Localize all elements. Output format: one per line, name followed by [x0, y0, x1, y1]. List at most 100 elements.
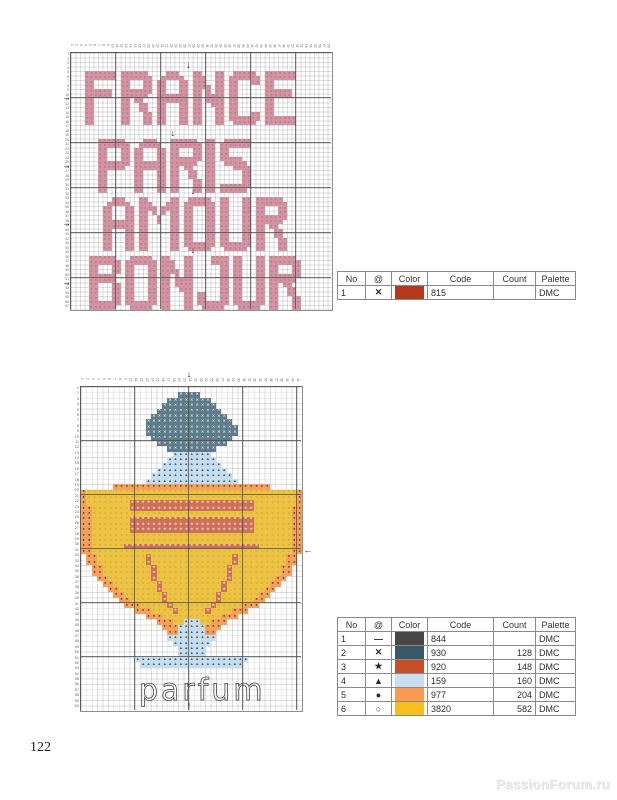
column-number: 43 [259, 44, 264, 48]
stitch-cell: ✕ [291, 75, 296, 80]
stitch-cell: ✕ [152, 300, 157, 305]
stitch-cell: ✕ [287, 93, 292, 98]
color-swatch [391, 631, 428, 646]
row-number: 35 [65, 205, 69, 209]
stitch-symbol: ▲ [365, 673, 392, 688]
column-number: 13 [124, 44, 129, 48]
legend-row: 4 ▲ 159 160 DMC [337, 673, 576, 688]
watermark: PassionForum.ru [495, 777, 610, 792]
stitch-count [493, 631, 536, 646]
stitch-cell: ✕ [125, 161, 130, 166]
thread-code: 3820 [427, 701, 494, 716]
row-number: 13 [65, 106, 69, 110]
legend-header: @ [365, 271, 392, 286]
stitch-cell: ✕ [221, 441, 227, 447]
stitch-cell: ✕ [246, 183, 251, 188]
column-number: 33 [214, 44, 219, 48]
row-number: 2 [67, 56, 69, 61]
column-number: 29 [196, 44, 201, 48]
row-number: 7 [67, 79, 69, 83]
stitch-count: 582 [493, 701, 536, 716]
stitch-cell: ✕ [143, 246, 148, 251]
stitch-cell: ● [270, 586, 276, 593]
stitch-cell: ✕ [102, 188, 107, 193]
row-number: 24 [65, 155, 69, 160]
row-number: 60 [74, 704, 79, 709]
column-ruler: 1 2 3 4 5 6 7 8 9 10 11 12 13 14 15 16 17 18 19 20 21 22 23 24 2… [80, 378, 301, 386]
row-number: 42 [65, 236, 69, 241]
row-number: 28 [65, 173, 69, 178]
column-number: 17 [142, 44, 147, 48]
stitch-cell: ✕ [296, 305, 301, 310]
stitch-cell: ✕ [291, 278, 296, 283]
stitch-cell: ▲ [237, 662, 243, 668]
stitch-cell: ● [280, 576, 287, 582]
palette-name: DMC [535, 701, 576, 716]
stitch-cell: ✕ [188, 305, 193, 310]
stitch-cell: ✕ [210, 242, 215, 247]
row-number: 12 [65, 101, 69, 106]
row-number: 20 [65, 137, 69, 142]
row-number: 50 [65, 272, 69, 277]
column-number: 10 [110, 44, 115, 48]
backstitch-parfum-text: parfum [139, 673, 263, 708]
column-number: 56 [317, 44, 322, 48]
row-number: 5 [67, 70, 69, 74]
thread-number: 3 [337, 659, 366, 674]
color-swatch-fill [395, 632, 424, 645]
center-marker-arrow: → [62, 218, 71, 228]
stitch-grid: ✕ ✕ ✕ ✕ ✕ ✕ ✕ ✕ ✕ ✕ ✕ ✕ ✕ ✕ ✕ ✕ ✕ ✕ ✕ ✕ ✕ ✕ ✕ ✕ ✕ ✕ ✕ ✕ ✕ ✕ ✕ ✕ ✕ ✕ ✕ ✕ ✕ ✕ ✕ ✕… [70, 52, 333, 311]
column-number: 34 [218, 44, 223, 48]
stitch-cell: ✕ [89, 120, 94, 125]
column-number: 30 [200, 44, 205, 48]
stitch-cell: ▲ [205, 640, 211, 647]
palette-name: DMC [535, 659, 576, 674]
column-number: 28 [191, 44, 196, 48]
row-number: 27 [65, 169, 69, 173]
palette-name: DMC [535, 645, 576, 660]
center-marker-arrow: ↑ [186, 700, 192, 710]
legend-row: 1— 844 DMC [337, 631, 576, 646]
stitch-cell: ✕ [246, 242, 251, 247]
word-sampler-chart: 1 2 3 4 5 6 7 8 9 10 11 12 13 14 15 16 17 18 19 20 21 22 23 24 2… [62, 44, 352, 324]
column-number: 7 [97, 44, 102, 46]
column-number: 54 [308, 44, 313, 48]
stitch-symbol: ★ [365, 659, 392, 674]
stitch-symbol: ✕ [365, 285, 392, 300]
column-number: 8 [101, 44, 106, 46]
column-number: 38 [236, 44, 241, 48]
column-number: 44 [263, 44, 268, 48]
stitch-cell: ✕ [206, 246, 211, 251]
row-number: 31 [65, 187, 69, 191]
stitch-cell: ✕ [138, 188, 143, 193]
color-swatch-fill [395, 286, 424, 299]
stitch-cell: ✕ [251, 120, 256, 125]
stitch-cell: ✕ [147, 305, 152, 310]
stitch-cell: ✕ [107, 246, 112, 251]
legend-header: Count [493, 617, 536, 632]
column-number: 48 [281, 44, 286, 48]
stitch-cell: ✕ [165, 305, 170, 310]
column-number: 19 [151, 44, 156, 48]
row-number: 29 [65, 178, 69, 182]
row-number: 45 [65, 250, 69, 254]
column-number: 23 [169, 44, 174, 48]
legend-header: Code [427, 617, 494, 632]
row-number: 53 [65, 286, 69, 290]
legend-header: Palette [535, 617, 576, 632]
row-number: 54 [65, 290, 69, 295]
row-number: 9 [67, 88, 69, 92]
column-number: 20 [155, 44, 160, 48]
thread-code: 815 [427, 285, 494, 300]
legend-header: No [337, 271, 366, 286]
stitch-cell: ● [243, 608, 249, 614]
column-number: 55 [313, 44, 318, 48]
column-number: 53 [304, 44, 309, 48]
column-number: 52 [299, 44, 304, 48]
row-number: 34 [65, 200, 69, 205]
stitch-cell: ✕ [192, 161, 197, 166]
row-number: 8 [67, 83, 69, 88]
column-number: 22 [164, 44, 169, 48]
row-number: 22 [65, 146, 69, 151]
